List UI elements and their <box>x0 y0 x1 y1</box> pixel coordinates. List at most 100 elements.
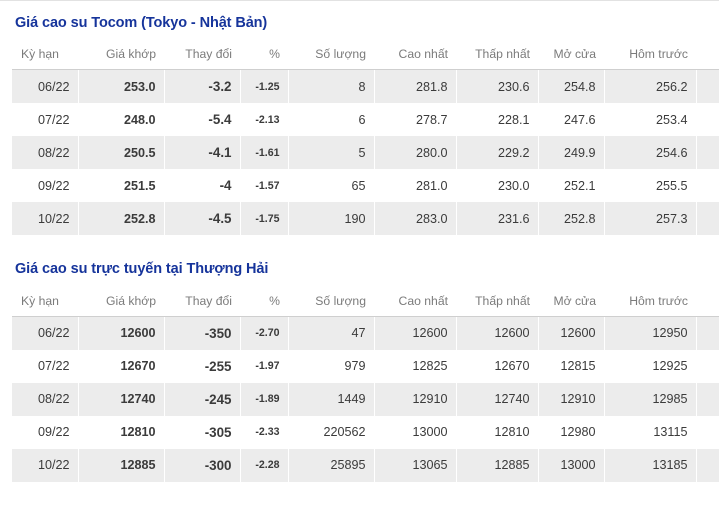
cell-term: 08/22 <box>12 382 79 416</box>
cell-oi: 1993 <box>696 349 719 383</box>
cell-low: 12885 <box>456 448 539 482</box>
cell-change: -4 <box>164 169 241 203</box>
cell-open: 13000 <box>538 448 605 482</box>
cell-high: 13000 <box>374 415 457 449</box>
table-row[interactable]: 07/22 12670 -255 -1.97 979 12825 12670 12815 129… <box>12 349 719 383</box>
cell-oi: 1187 <box>696 169 719 203</box>
cell-low: 12740 <box>456 382 539 416</box>
col-header-low[interactable]: Thấp nhất <box>456 289 538 317</box>
col-header-open[interactable]: Mở cửa <box>538 289 604 317</box>
table-header-shanghai: Kỳ hạn Giá khớp Thay đổi % Số lượng Cao … <box>12 289 719 317</box>
cell-oi: 16587 <box>696 448 719 482</box>
col-header-openinterest[interactable]: HĐ Mở <box>696 43 719 71</box>
cell-high: 283.0 <box>374 202 457 236</box>
cell-volume: 8 <box>288 69 375 104</box>
section-title-tocom: Giá cao su Tocom (Tokyo - Nhật Bản) <box>15 15 268 31</box>
cell-open: 249.9 <box>538 136 605 170</box>
cell-volume: 6 <box>288 103 375 137</box>
cell-term: 06/22 <box>12 69 79 104</box>
col-header-low[interactable]: Thấp nhất <box>456 43 538 71</box>
table-header-tocom: Kỳ hạn Giá khớp Thay đổi % Số lượng Cao … <box>12 43 719 71</box>
cell-change: -300 <box>164 448 241 482</box>
table-row[interactable]: 06/22 12600 -350 -2.70 47 12600 12600 12600 1295… <box>12 316 719 350</box>
cell-term: 09/22 <box>12 169 79 203</box>
cell-price: 12885 <box>78 448 165 482</box>
cell-price: 12810 <box>78 415 165 449</box>
cell-change: -255 <box>164 349 241 383</box>
table-row[interactable]: 07/22 248.0 -5.4 -2.13 6 278.7 228.1 247.6 253.4… <box>12 103 719 137</box>
cell-open: 252.1 <box>538 169 605 203</box>
cell-prev: 13185 <box>604 448 697 482</box>
cell-oi: 904 <box>696 136 719 170</box>
col-header-price[interactable]: Giá khớp <box>78 43 164 71</box>
cell-pct: -1.89 <box>240 382 289 416</box>
section-title-shanghai: Giá cao su trực tuyến tại Thượng Hải <box>15 261 269 278</box>
cell-change: -4.1 <box>164 136 241 170</box>
table-body-tocom: 06/22 253.0 -3.2 -1.25 8 281.8 230.6 254.8 256.2… <box>12 69 719 236</box>
cell-prev: 254.6 <box>604 136 697 170</box>
col-header-term[interactable]: Kỳ hạn <box>12 289 78 317</box>
cell-price: 12600 <box>78 316 165 350</box>
col-header-high[interactable]: Cao nhất <box>374 289 456 317</box>
cell-prev: 13115 <box>604 415 697 449</box>
cell-price: 12740 <box>78 382 165 416</box>
cell-high: 281.8 <box>374 69 457 104</box>
col-header-openinterest[interactable]: HĐ Mở <box>696 289 719 317</box>
cell-volume: 65 <box>288 169 375 203</box>
col-header-percent[interactable]: % <box>240 43 288 71</box>
cell-pct: -1.25 <box>240 69 289 104</box>
cell-term: 08/22 <box>12 136 79 170</box>
cell-prev: 12950 <box>604 316 697 350</box>
cell-pct: -2.13 <box>240 103 289 137</box>
cell-volume: 5 <box>288 136 375 170</box>
cell-volume: 25895 <box>288 448 375 482</box>
table-row[interactable]: 06/22 253.0 -3.2 -1.25 8 281.8 230.6 254.8 256.2… <box>12 69 719 104</box>
col-header-prev[interactable]: Hôm trước <box>604 43 696 71</box>
col-header-volume[interactable]: Số lượng <box>288 289 374 317</box>
cell-oi: 4906 <box>696 382 719 416</box>
col-header-price[interactable]: Giá khớp <box>78 289 164 317</box>
cell-term: 10/22 <box>12 202 79 236</box>
col-header-open[interactable]: Mở cửa <box>538 43 604 71</box>
cell-pct: -2.70 <box>240 316 289 350</box>
section-shanghai: Giá cao su trực tuyến tại Thượng Hải Kỳ … <box>0 247 719 482</box>
cell-high: 281.0 <box>374 169 457 203</box>
section-spacer <box>0 235 719 247</box>
tocom-price-table: Kỳ hạn Giá khớp Thay đổi % Số lượng Cao … <box>12 43 719 236</box>
cell-high: 12910 <box>374 382 457 416</box>
cell-price: 248.0 <box>78 103 165 137</box>
cell-prev: 12925 <box>604 349 697 383</box>
cell-pct: -2.28 <box>240 448 289 482</box>
cell-change: -3.2 <box>164 69 241 104</box>
cell-low: 231.6 <box>456 202 539 236</box>
table-row[interactable]: 08/22 250.5 -4.1 -1.61 5 280.0 229.2 249.9 254.6… <box>12 136 719 170</box>
col-header-term[interactable]: Kỳ hạn <box>12 43 78 71</box>
col-header-change[interactable]: Thay đổi <box>164 289 240 317</box>
cell-change: -5.4 <box>164 103 241 137</box>
shanghai-price-table: Kỳ hạn Giá khớp Thay đổi % Số lượng Cao … <box>12 289 719 482</box>
cell-high: 278.7 <box>374 103 457 137</box>
cell-prev: 12985 <box>604 382 697 416</box>
cell-high: 12825 <box>374 349 457 383</box>
cell-term: 06/22 <box>12 316 79 350</box>
table-row[interactable]: 08/22 12740 -245 -1.89 1449 12910 12740 12910 12… <box>12 382 719 416</box>
table-row[interactable]: 10/22 12885 -300 -2.28 25895 13065 12885 13000 1… <box>12 448 719 482</box>
cell-change: -350 <box>164 316 241 350</box>
col-header-high[interactable]: Cao nhất <box>374 43 456 71</box>
cell-term: 07/22 <box>12 103 79 137</box>
col-header-percent[interactable]: % <box>240 289 288 317</box>
cell-price: 253.0 <box>78 69 165 104</box>
cell-volume: 220562 <box>288 415 375 449</box>
cell-oi: 540 <box>696 69 719 104</box>
col-header-prev[interactable]: Hôm trước <box>604 289 696 317</box>
table-row[interactable]: 09/22251.5-4-1.5765281.0230.0252.1255.51… <box>12 169 719 203</box>
table-row[interactable]: 10/22 252.8 -4.5 -1.75 190 283.0 231.6 252.8 257… <box>12 202 719 236</box>
cell-oi: 1396 <box>696 202 719 236</box>
col-header-change[interactable]: Thay đổi <box>164 43 240 71</box>
cell-volume: 979 <box>288 349 375 383</box>
table-row[interactable]: 09/22 12810 -305 -2.33 220562 13000 12810 12980… <box>12 415 719 449</box>
col-header-volume[interactable]: Số lượng <box>288 43 374 71</box>
cell-oi: 856 <box>696 316 719 350</box>
cell-open: 247.6 <box>538 103 605 137</box>
cell-open: 12815 <box>538 349 605 383</box>
